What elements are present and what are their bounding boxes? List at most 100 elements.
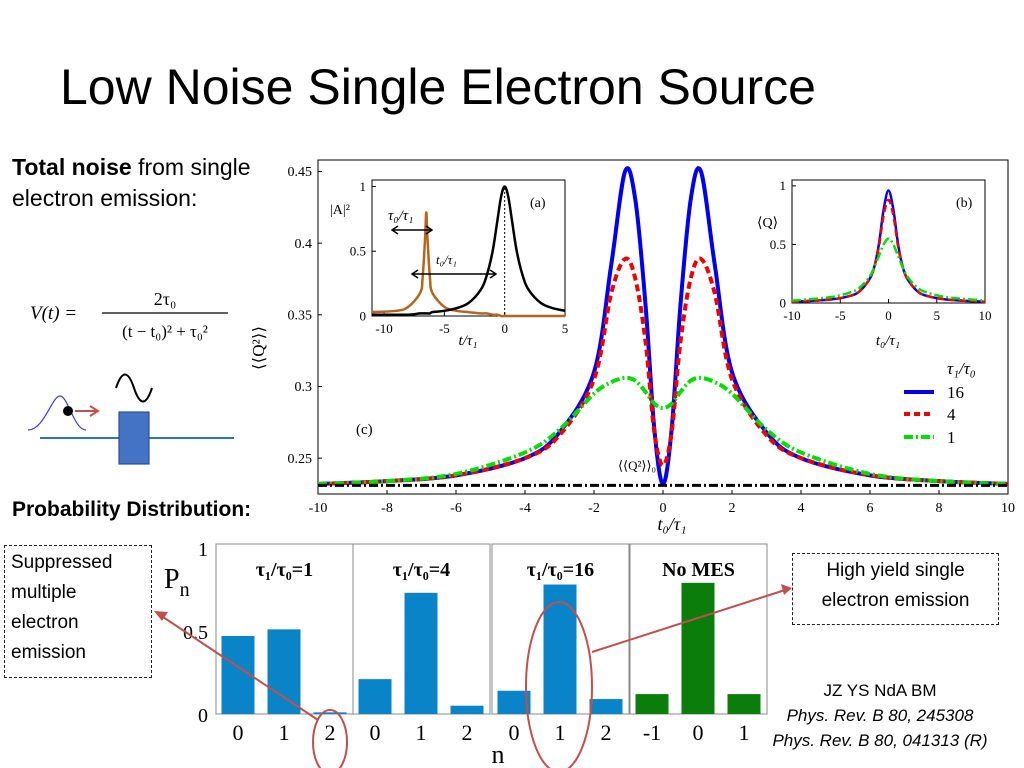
- bar: [451, 706, 484, 714]
- y-tick-label: 1: [780, 178, 787, 193]
- legend-label-16: 16: [947, 383, 964, 402]
- ac-drive-icon: [116, 375, 152, 402]
- callout-high-yield: High yield single electron emission: [792, 553, 999, 625]
- bar: [682, 583, 715, 714]
- x-tick-label: -2: [588, 501, 600, 516]
- t0-annotation: t₀/τ₁: [436, 252, 457, 267]
- bar-category-label: 0: [370, 720, 381, 745]
- bar: [590, 699, 623, 714]
- x-tick-label: -10: [375, 321, 392, 336]
- y-tick-label: 0.4: [295, 237, 313, 252]
- x-tick-label: 10: [1001, 501, 1015, 516]
- x-tick-label: 0: [501, 321, 508, 336]
- barrier-box: [119, 412, 149, 464]
- legend-title: τ₁/τ₀: [947, 359, 976, 378]
- bar: [314, 712, 347, 714]
- y-tick-label: 0.3: [295, 380, 313, 395]
- pn-y-tick-label: 0.5: [183, 622, 208, 644]
- bar: [636, 694, 669, 714]
- x-tick-label: 6: [867, 501, 874, 516]
- y-tick-label: 0.45: [288, 165, 313, 180]
- y-tick-label: 0.5: [770, 237, 786, 252]
- bar: [222, 636, 255, 714]
- pn-xlabel: n: [492, 740, 505, 768]
- inset-b: -10 -5 0 5 10 0 0.5 1 (b) ⟨Q⟩ t₀/τ₁: [757, 178, 992, 349]
- formula-numerator: 2τ₀: [154, 289, 177, 309]
- arrow-right-head-icon: [781, 584, 792, 595]
- reference-2: Phys. Rev. B 80, 041313 (R): [740, 728, 1020, 753]
- legend-label-1: 1: [947, 428, 956, 447]
- x-tick-label: 8: [936, 501, 943, 516]
- intro-text: Total noise from single electron emissio…: [12, 152, 252, 214]
- b-ylabel: ⟨Q⟩: [757, 216, 778, 231]
- c-baseline-label: ⟨⟨Q²⟩⟩₀: [618, 458, 656, 473]
- x-tick-label: 0: [885, 308, 892, 323]
- pn-y-tick-label: 1: [198, 540, 208, 561]
- bar-category-label: 0: [693, 720, 704, 745]
- x-tick-label: 5: [934, 308, 941, 323]
- callout-suppressed: Suppressed multiple electron emission: [4, 545, 152, 678]
- y-tick-label: 0: [780, 295, 787, 310]
- x-tick-label: -8: [381, 501, 393, 516]
- bar: [544, 585, 577, 714]
- y-tick-label: 0.25: [288, 452, 313, 467]
- wavepacket-icon: [28, 396, 86, 430]
- x-tick-label: -4: [519, 501, 531, 516]
- a-panel-label: (a): [530, 196, 546, 211]
- x-tick-label: 5: [562, 321, 569, 336]
- a-xlabel: t/τ₁: [459, 333, 478, 349]
- x-tick-label: 2: [729, 501, 736, 516]
- device-schematic: [18, 362, 240, 472]
- formula-lhs: V(t) =: [30, 303, 77, 324]
- legend: τ₁/τ₀ 16 4 1: [904, 359, 976, 447]
- reference-1: Phys. Rev. B 80, 245308: [740, 703, 1020, 728]
- bar-category-label: 2: [325, 720, 336, 745]
- a-ylabel: |A|²: [330, 203, 350, 218]
- authors: JZ YS NdA BM: [740, 678, 1020, 703]
- y-tick-label: 0: [360, 308, 367, 323]
- bar: [359, 679, 392, 714]
- bar-panel-title: τ₁/τ₀=16: [527, 559, 594, 581]
- bar-panel-title: τ₁/τ₀=4: [393, 559, 450, 581]
- bar-panel-title: No MES: [662, 559, 735, 581]
- y-tick-label: 0.35: [288, 308, 313, 323]
- c-panel-label: (c): [356, 422, 373, 438]
- bar-category-label: 1: [416, 720, 427, 745]
- bar-category-label: 1: [555, 720, 566, 745]
- x-tick-label: 10: [979, 308, 992, 323]
- noise-chart: -10 -8 -6 -4 -2 0 2 4 6 8 10 0.250.30.350.40.45 ⟨⟨…: [252, 152, 1024, 538]
- bar-category-label: -1: [643, 720, 661, 745]
- x-tick-label: -6: [450, 501, 462, 516]
- probability-label: Probability Distribution:: [12, 498, 251, 522]
- x-tick-label: -5: [439, 321, 450, 336]
- pn-ylabel: Pn: [164, 564, 190, 601]
- tau-ratio-annotation: τ₀/τ₁: [388, 208, 413, 224]
- x-tick-label: -10: [309, 501, 328, 516]
- c-xlabel: t₀/τ₁: [658, 514, 687, 534]
- b-xlabel: t₀/τ₁: [876, 333, 900, 349]
- bar-category-label: 1: [279, 720, 290, 745]
- electron-dot: [63, 406, 73, 416]
- slide-title: Low Noise Single Electron Source: [60, 58, 816, 116]
- pn-y-tick-label: 0: [198, 705, 208, 727]
- references: JZ YS NdA BM Phys. Rev. B 80, 245308 Phy…: [740, 678, 1020, 753]
- c-ylabel: ⟨⟨Q²⟩⟩: [252, 326, 268, 370]
- intro-bold: Total noise: [12, 154, 132, 180]
- bar-category-label: 0: [509, 720, 520, 745]
- y-tick-label: 1: [360, 179, 367, 194]
- inset-a: -10 -5 0 5 0 0.5 1 (a) |A|² t/τ₁ τ₀/τ₁ t₀/τ₁: [330, 179, 568, 349]
- y-tick-label: 0.5: [350, 244, 366, 259]
- bar: [268, 629, 301, 714]
- bar-category-label: 2: [462, 720, 473, 745]
- legend-label-4: 4: [947, 405, 956, 424]
- voltage-formula: V(t) = 2τ₀ (t − t₀)² + τ₀²: [30, 282, 230, 348]
- probability-chart: τ₁/τ₀=1 0 1 2 τ₁/τ₀=4 0 1 2 τ₁/τ₀=16 0 1 2 No MES -1 0…: [160, 540, 780, 768]
- bar-category-label: 0: [233, 720, 244, 745]
- x-tick-label: 4: [798, 501, 805, 516]
- formula-denominator: (t − t₀)² + τ₀²: [122, 322, 208, 341]
- b-panel-label: (b): [956, 196, 973, 211]
- bar: [405, 593, 438, 714]
- bar-category-label: 2: [601, 720, 612, 745]
- x-tick-label: -5: [835, 308, 846, 323]
- bar-panel-title: τ₁/τ₀=1: [256, 559, 313, 581]
